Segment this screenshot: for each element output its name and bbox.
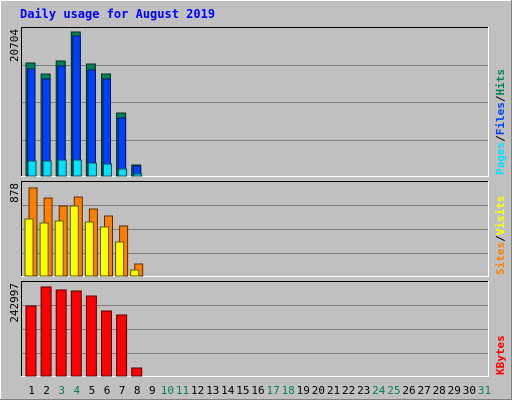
day-axis-labels: 1 2 3 4 5 6 7 8 9 10 11 12 13 14 15 16 17 18 19 20 21 22 23 24 2… <box>28 384 491 397</box>
bar-pages-day-1 <box>27 160 37 177</box>
day-label-2: 2 <box>43 384 50 397</box>
legend-item-visits: Visits <box>494 196 507 236</box>
bar-files-day-7 <box>117 117 127 177</box>
day-label-14: 14 <box>221 384 235 397</box>
bar-kbytes-day-2 <box>40 286 52 377</box>
bar-kbytes-day-6 <box>101 310 112 377</box>
legend-item-hits: Hits <box>494 69 507 96</box>
chart-panels: 20704Pages/Files/Hits878Sites/Visits2429… <box>8 27 507 377</box>
day-label-1: 1 <box>28 384 35 397</box>
bar-files-day-4 <box>72 35 81 177</box>
panel-3: 242997 KBytes <box>8 281 507 377</box>
day-label-21: 21 <box>327 384 340 397</box>
bar-files-day-1 <box>27 68 36 177</box>
day-label-20: 20 <box>312 384 325 397</box>
bar-pages-day-7 <box>118 168 128 177</box>
legend-separator: / <box>494 135 507 142</box>
bar-visits-day-6 <box>100 226 109 277</box>
y-max-label: 878 <box>8 183 21 203</box>
bar-pages-day-6 <box>103 163 112 177</box>
day-label-30: 30 <box>463 384 476 397</box>
bar-kbytes-day-7 <box>116 314 128 377</box>
day-label-25: 25 <box>387 384 400 397</box>
day-label-10: 10 <box>161 384 174 397</box>
day-label-3: 3 <box>58 384 65 397</box>
day-label-6: 6 <box>104 384 111 397</box>
bar-visits-day-1 <box>24 218 34 277</box>
panel-2: 878 Sites/Visits <box>8 181 507 277</box>
bar-kbytes-day-4 <box>70 290 82 377</box>
day-label-29: 29 <box>448 384 461 397</box>
day-label-11: 11 <box>176 384 189 397</box>
day-label-17: 17 <box>266 384 279 397</box>
legend-item-pages: Pages <box>494 142 507 175</box>
bar-files-day-6 <box>102 78 111 177</box>
y-max-label: 20704 <box>8 29 21 62</box>
legend-item-sites: Sites <box>494 242 507 275</box>
legend-separator: / <box>494 235 507 242</box>
bar-kbytes-day-1 <box>25 305 37 377</box>
bar-kbytes-day-5 <box>85 295 97 377</box>
day-label-16: 16 <box>251 384 264 397</box>
day-label-26: 26 <box>402 384 415 397</box>
day-label-13: 13 <box>206 384 219 397</box>
day-label-27: 27 <box>417 384 430 397</box>
day-label-7: 7 <box>119 384 126 397</box>
bar-pages-day-3 <box>57 159 67 177</box>
bar-visits-day-5 <box>84 221 94 277</box>
legend: KBytes <box>494 335 507 375</box>
day-label-15: 15 <box>236 384 249 397</box>
bar-kbytes-day-8 <box>131 367 143 377</box>
legend-item-kbytes: KBytes <box>494 335 507 375</box>
day-label-9: 9 <box>149 384 156 397</box>
legend: Sites/Visits <box>494 196 507 276</box>
bar-kbytes-day-3 <box>55 289 67 377</box>
bar-pages-day-2 <box>42 160 52 177</box>
day-label-24: 24 <box>372 384 386 397</box>
day-label-31: 31 <box>478 384 491 397</box>
day-label-5: 5 <box>89 384 96 397</box>
legend-separator: / <box>494 95 507 102</box>
y-max-label: 242997 <box>8 283 21 323</box>
legend: Pages/Files/Hits <box>494 69 507 175</box>
bar-visits-day-4 <box>69 205 79 277</box>
bar-pages-day-5 <box>87 162 97 177</box>
day-label-19: 19 <box>297 384 310 397</box>
day-label-8: 8 <box>134 384 141 397</box>
day-label-23: 23 <box>357 384 370 397</box>
day-label-12: 12 <box>191 384 204 397</box>
bar-visits-day-2 <box>39 222 49 277</box>
day-label-28: 28 <box>433 384 446 397</box>
bar-visits-day-3 <box>54 220 64 277</box>
bar-visits-day-8 <box>130 269 140 277</box>
day-label-22: 22 <box>342 384 355 397</box>
bar-pages-day-4 <box>72 159 82 177</box>
chart-title: Daily usage for August 2019 <box>20 7 215 21</box>
bar-files-day-5 <box>87 69 96 177</box>
day-label-18: 18 <box>282 384 295 397</box>
legend-item-files: Files <box>494 102 507 135</box>
bar-visits-day-7 <box>115 241 125 277</box>
day-label-4: 4 <box>73 384 80 397</box>
bar-pages-day-8 <box>133 173 143 177</box>
